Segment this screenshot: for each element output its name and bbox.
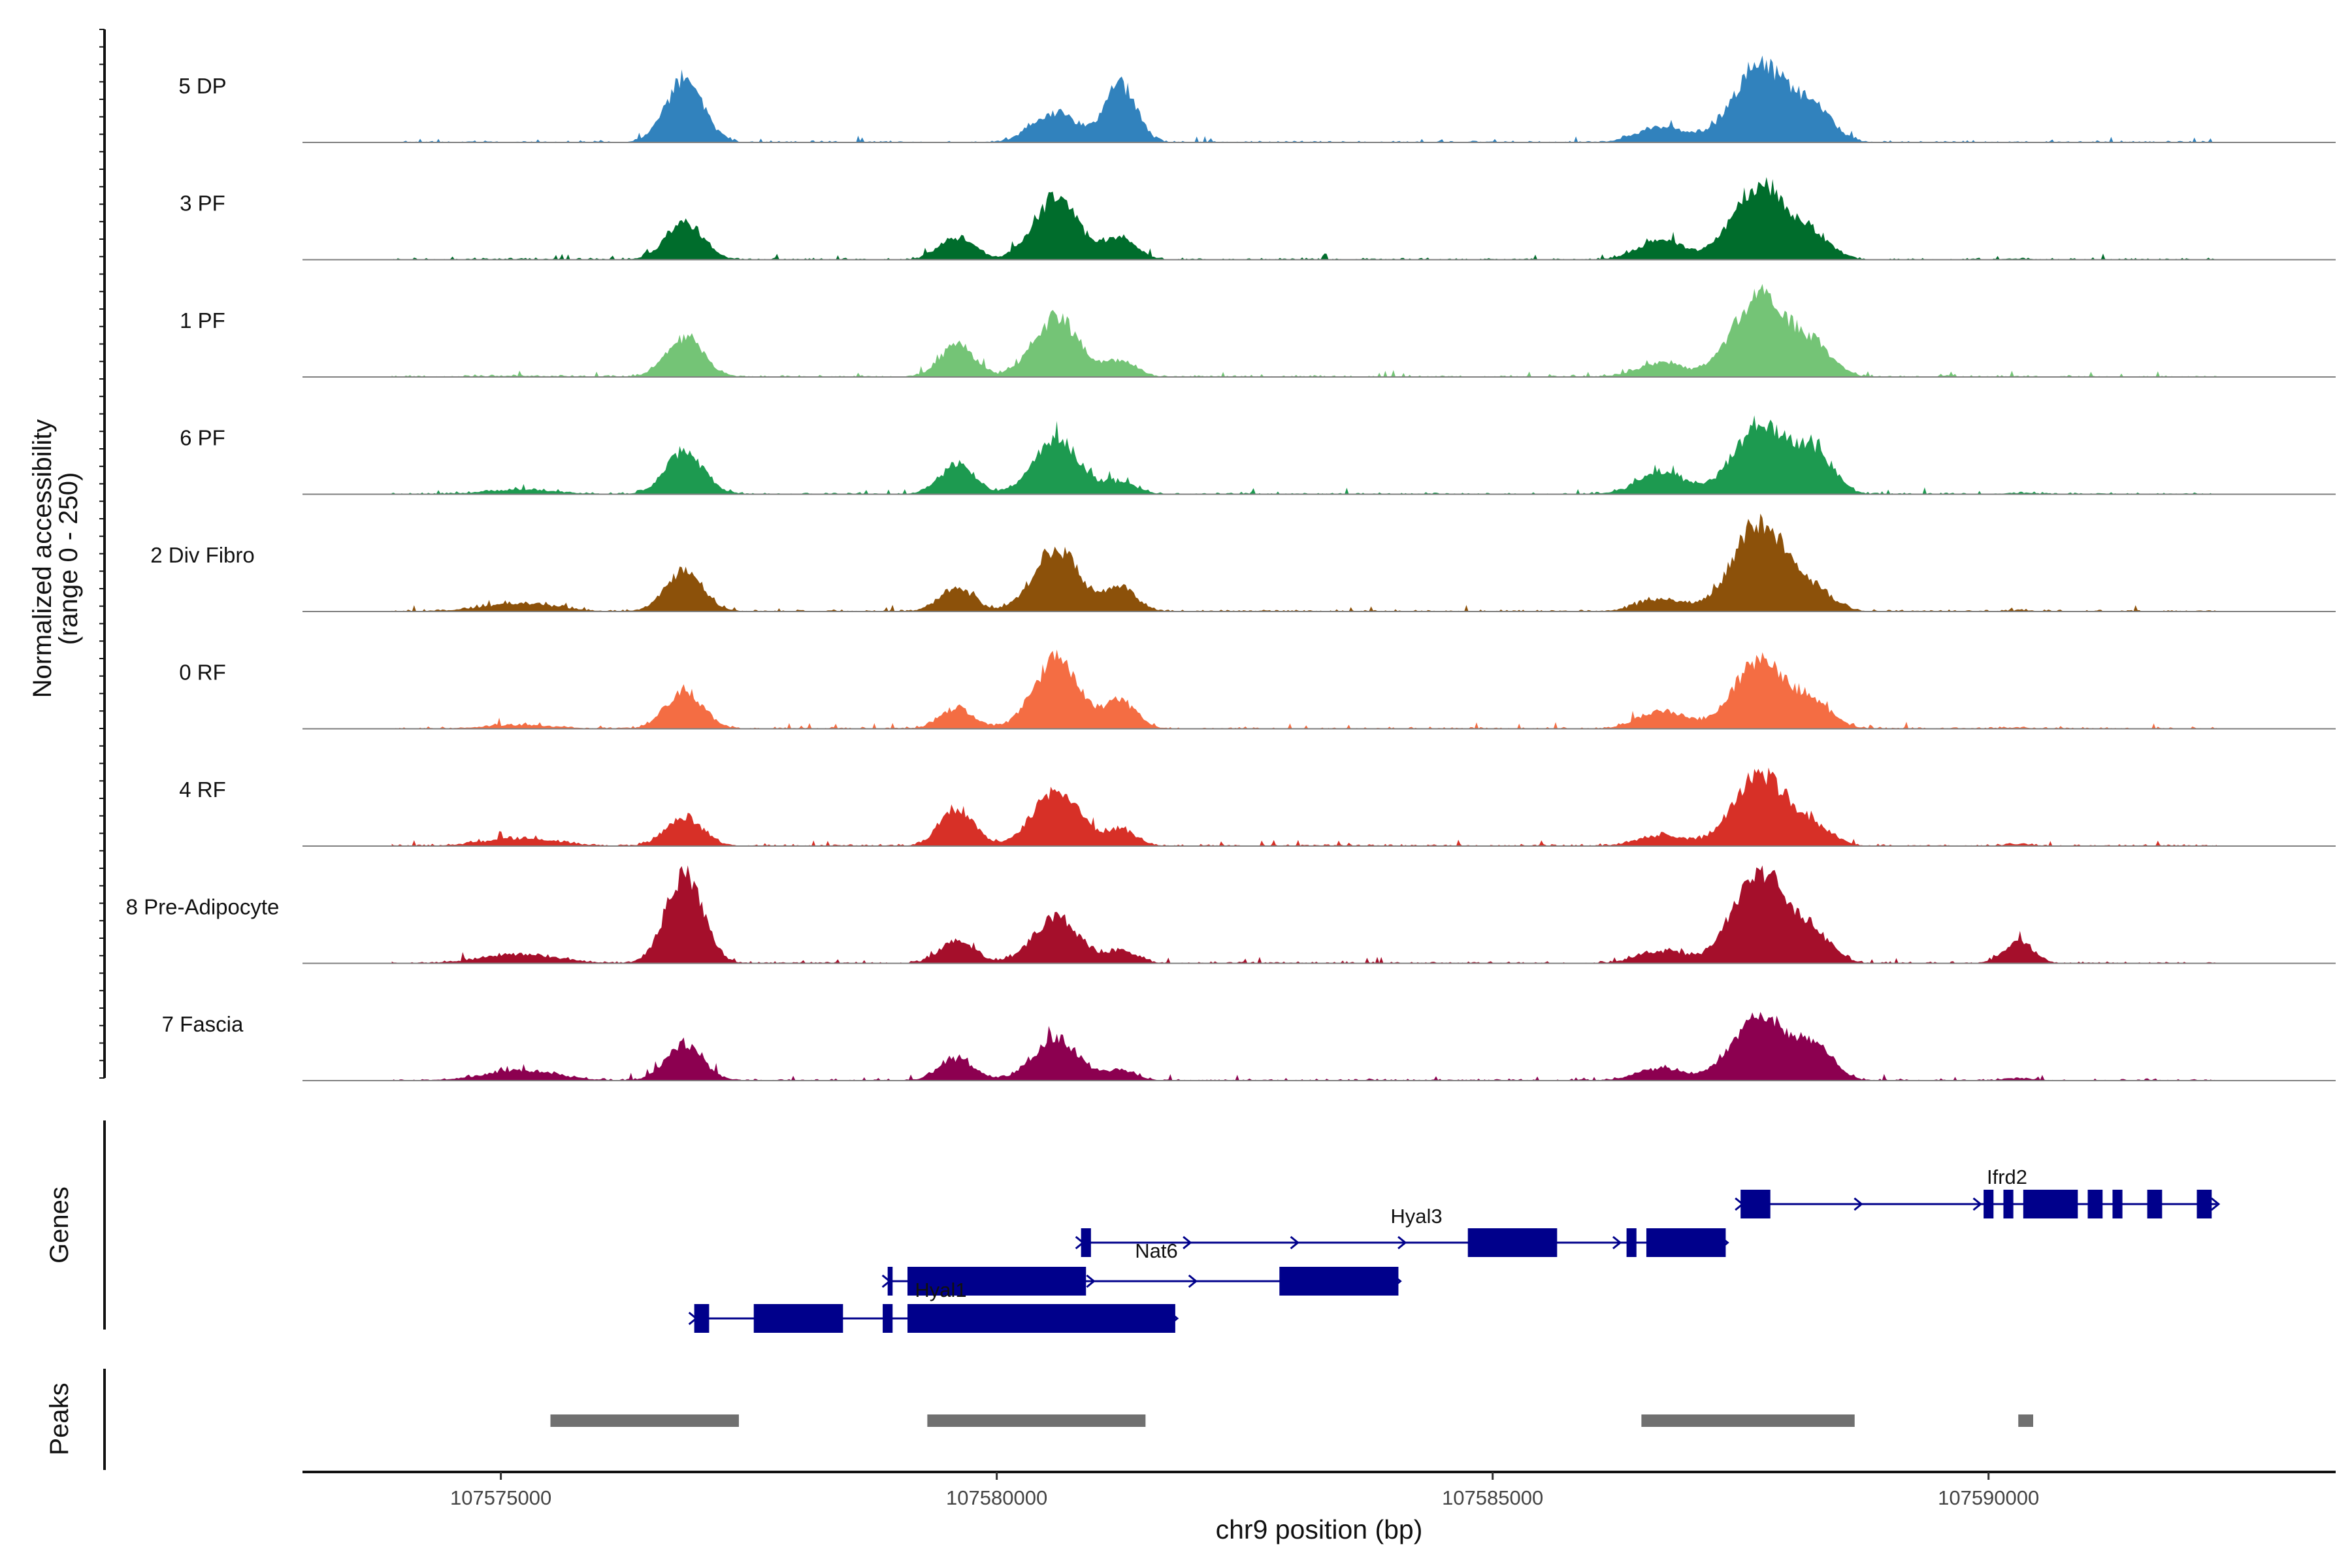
gene-exon xyxy=(1081,1228,1091,1257)
gene-exon xyxy=(1646,1228,1726,1257)
gene-exon xyxy=(2023,1190,2078,1218)
gene-annotation-track: Ifrd2 Hyal3 Nat6 Hyal1 xyxy=(688,1166,2221,1333)
gene-exon xyxy=(1984,1190,1994,1218)
gene-hyal3: Hyal3 xyxy=(1075,1205,1729,1257)
strand-arrow xyxy=(1972,1197,1982,1211)
gene-label: Nat6 xyxy=(1135,1239,1177,1262)
track-label: 5 DP xyxy=(178,74,226,98)
x-tick-label: 107590000 xyxy=(1938,1486,2039,1509)
genes-title: Genes xyxy=(45,1186,74,1264)
strand-arrow xyxy=(1183,1235,1192,1250)
strand-arrow xyxy=(1086,1274,1096,1288)
gene-exon xyxy=(1626,1228,1637,1257)
x-axis-title: chr9 position (bp) xyxy=(1216,1514,1423,1544)
track-2-div-fibro: 2 Div Fibro xyxy=(150,514,2336,612)
gene-exon xyxy=(2003,1190,2014,1218)
gene-label: Hyal3 xyxy=(1390,1205,1442,1228)
y-axis-title: Normalized accessibility xyxy=(28,419,57,698)
gene-exon xyxy=(1740,1190,1771,1218)
gene-exon xyxy=(1467,1228,1558,1257)
x-tick-label: 107580000 xyxy=(946,1486,1047,1509)
strand-arrow xyxy=(1397,1235,1407,1250)
strand-arrow xyxy=(1854,1197,1863,1211)
track-0-rf: 0 RF xyxy=(179,649,2336,730)
coverage-area xyxy=(391,649,2217,729)
peak-region xyxy=(2018,1414,2033,1427)
coverage-area xyxy=(391,865,2217,964)
track-label: 4 RF xyxy=(179,777,226,802)
track-label: 1 PF xyxy=(180,308,225,333)
track-4-rf: 4 RF xyxy=(179,767,2336,847)
gene-exon xyxy=(694,1304,710,1333)
track-label: 3 PF xyxy=(180,191,225,216)
gene-hyal1: Hyal1 xyxy=(688,1279,1179,1333)
peak-region xyxy=(927,1414,1146,1427)
track-6-pf: 6 PF xyxy=(180,415,2336,495)
coverage-tracks: 5 DP 3 PF 1 PF 6 PF 2 Div Fibro 0 RF 4 RF 8 Pre… xyxy=(126,55,2336,1081)
strand-arrow xyxy=(1188,1274,1198,1288)
track-3-pf: 3 PF xyxy=(180,177,2336,261)
gene-ifrd2: Ifrd2 xyxy=(1735,1166,2221,1218)
peak-region xyxy=(1641,1414,1855,1427)
track-label: 7 Fascia xyxy=(162,1012,244,1036)
peak-region xyxy=(550,1414,739,1427)
gene-exon xyxy=(2197,1190,2212,1218)
coverage-area xyxy=(391,284,2217,377)
peak-region-track xyxy=(550,1414,2033,1427)
gene-label: Hyal1 xyxy=(915,1279,966,1301)
gene-exon xyxy=(907,1267,1086,1296)
peaks-title: Peaks xyxy=(45,1382,74,1455)
coverage-area xyxy=(391,1011,2217,1081)
gene-exon xyxy=(2112,1190,2123,1218)
track-label: 6 PF xyxy=(180,426,225,450)
track-label: 0 RF xyxy=(179,661,226,685)
axes: Normalized accessibility(range 0 - 250) G… xyxy=(28,29,2336,1544)
gene-exon xyxy=(1279,1267,1399,1296)
gene-exon xyxy=(887,1267,893,1296)
coverage-area xyxy=(391,514,2217,612)
strand-arrow xyxy=(2210,1197,2221,1211)
x-tick-label: 107585000 xyxy=(1442,1486,1543,1509)
strand-arrow xyxy=(1290,1235,1299,1250)
gene-label: Ifrd2 xyxy=(1987,1166,2027,1188)
track-label: 2 Div Fibro xyxy=(150,543,255,567)
gene-exon xyxy=(753,1304,843,1333)
track-7-fascia: 7 Fascia xyxy=(162,1011,2336,1081)
track-label: 8 Pre-Adipocyte xyxy=(126,895,280,919)
coverage-area xyxy=(391,415,2217,495)
coverage-area xyxy=(391,767,2217,846)
track-8-pre-adipocyte: 8 Pre-Adipocyte xyxy=(126,865,2336,964)
track-5-dp: 5 DP xyxy=(178,55,2336,143)
x-tick-label: 107575000 xyxy=(450,1486,551,1509)
y-axis-subtitle: (range 0 - 250) xyxy=(54,472,83,645)
gene-exon xyxy=(2147,1190,2163,1218)
coverage-area xyxy=(391,55,2217,143)
gene-nat6: Nat6 xyxy=(881,1239,1402,1296)
gene-exon xyxy=(907,1304,1175,1333)
track-1-pf: 1 PF xyxy=(180,284,2336,378)
gene-exon xyxy=(883,1304,893,1333)
coverage-area xyxy=(391,177,2217,260)
gene-exon xyxy=(2087,1190,2103,1218)
strand-arrow xyxy=(1612,1235,1622,1250)
